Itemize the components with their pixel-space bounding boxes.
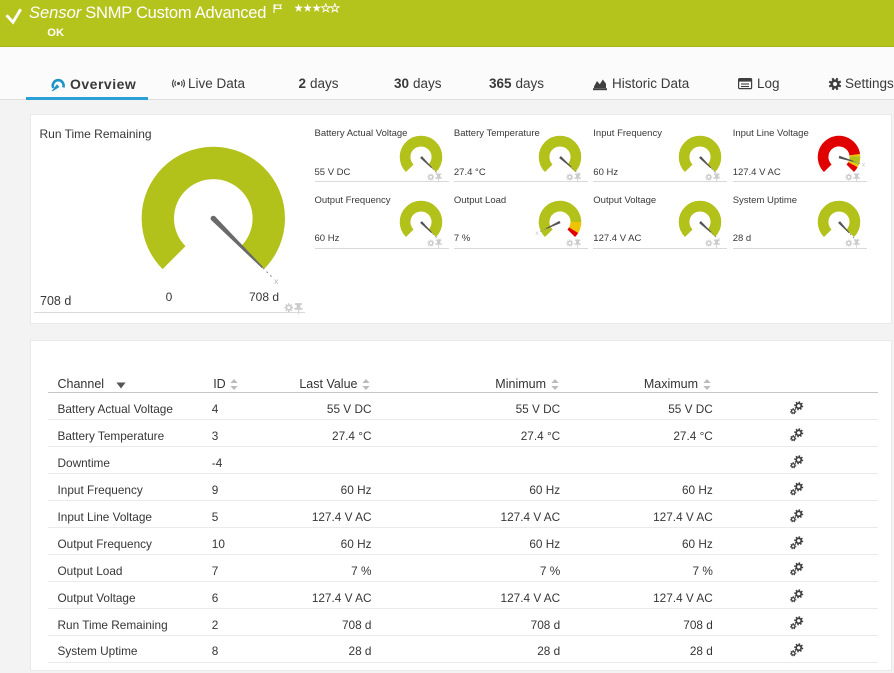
svg-text:x: x (274, 276, 279, 286)
svg-text:x: x (578, 171, 582, 178)
svg-text:x: x (535, 230, 539, 237)
svg-text:x: x (862, 162, 866, 169)
